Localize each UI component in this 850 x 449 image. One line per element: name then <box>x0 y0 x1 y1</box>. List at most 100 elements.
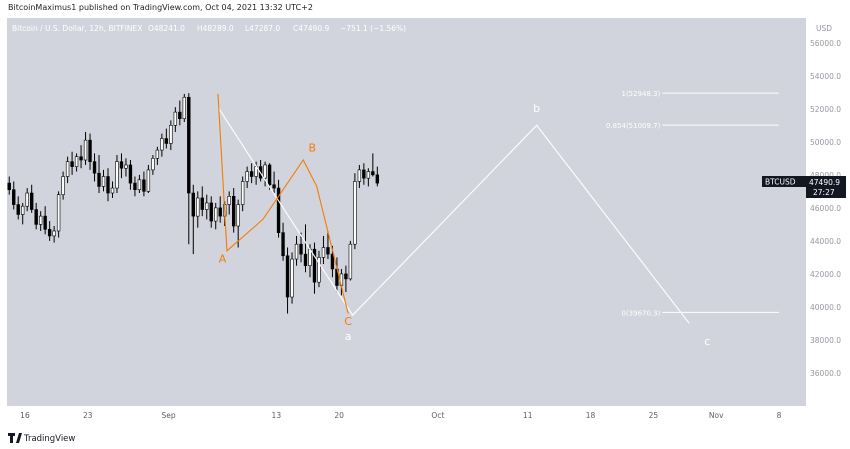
candle-down <box>344 273 348 280</box>
candle-up <box>151 158 155 171</box>
price-tick-label: 46000.0 <box>810 204 841 213</box>
candle-up <box>196 197 200 217</box>
price-tick-label: 38000.0 <box>810 336 841 345</box>
candle-up <box>294 243 299 260</box>
wave-label-B: B <box>308 142 316 155</box>
time-tick-label: 8 <box>777 411 782 420</box>
symbol-tag: BTCUSD <box>765 178 796 187</box>
candle-down <box>299 243 303 255</box>
legend-symbol: Bitcoin / U.S. Dollar, 12h, BITFINEX <box>12 24 142 33</box>
candle-up <box>56 194 61 232</box>
time-tick-label: 20 <box>334 411 344 420</box>
price-tag-bg <box>806 176 846 198</box>
candle-down <box>178 111 182 120</box>
candle-down <box>281 232 285 257</box>
candle-up <box>160 138 164 151</box>
axis-unit: USD <box>816 24 832 33</box>
candle-up <box>65 161 70 177</box>
candle-down <box>249 171 254 177</box>
candle-up <box>317 257 321 283</box>
candle-down <box>133 182 137 191</box>
candle-up <box>169 125 173 144</box>
candle-up <box>290 258 294 298</box>
orange-wave-line <box>217 93 349 314</box>
candle-up <box>348 243 353 280</box>
candle-down <box>200 197 204 210</box>
publish-header: BitcoinMaximus1 published on TradingView… <box>0 0 850 15</box>
price-tick-label: 52000.0 <box>810 105 841 114</box>
candles <box>7 93 380 314</box>
candle-up <box>74 156 79 167</box>
time-axis[interactable] <box>7 406 806 422</box>
candle-down <box>88 139 92 162</box>
candle-down <box>29 192 34 210</box>
candle-down <box>312 248 317 283</box>
wave-label-a: a <box>345 330 352 343</box>
candle-up <box>357 169 362 182</box>
candle-down <box>303 253 308 266</box>
time-tick-label: 16 <box>20 411 30 420</box>
price-tick-label: 54000.0 <box>810 72 841 81</box>
price-tick-label: 48000.0 <box>810 171 841 180</box>
wave-lines <box>217 93 690 324</box>
price-tick-label: 40000.0 <box>810 303 841 312</box>
candle-up <box>52 230 56 237</box>
candle-down <box>231 196 236 227</box>
candle-up <box>101 176 106 187</box>
candle-up <box>25 192 29 207</box>
fib-level-label: 0.854(51009.7) <box>606 122 661 130</box>
candle-down <box>92 161 97 174</box>
price-tick-label: 56000.0 <box>810 39 841 48</box>
candle-up <box>353 181 357 245</box>
candle-down <box>142 179 146 192</box>
candle-up <box>137 179 142 191</box>
candle-up <box>236 204 240 227</box>
legend-open: O48241.0 <box>148 24 185 33</box>
candle-down <box>276 187 281 233</box>
price-tick-label: 42000.0 <box>810 270 841 279</box>
candle-up <box>182 96 186 120</box>
wave-label-A: A <box>219 252 227 265</box>
candle-down <box>371 171 375 176</box>
candle-up <box>366 171 371 179</box>
candle-down <box>128 164 133 184</box>
price-tick-label: 44000.0 <box>810 237 841 246</box>
candle-down <box>34 209 38 225</box>
candle-down <box>43 215 47 230</box>
candle-down <box>326 247 330 255</box>
price-tick-label: 36000.0 <box>810 369 841 378</box>
tradingview-logo-icon <box>8 433 22 443</box>
wave-label-b: b <box>533 102 540 115</box>
wave-label-C: C <box>344 315 352 328</box>
candle-down <box>79 156 83 161</box>
price-axis[interactable] <box>806 18 850 406</box>
time-tick-label: Oct <box>431 411 444 420</box>
legend-close: C47490.9 <box>293 24 329 33</box>
fib-level-label: 0(39670.3) <box>621 309 660 317</box>
wave-label-c: c <box>704 335 710 348</box>
candle-down <box>272 184 276 189</box>
candle-up <box>146 169 151 192</box>
legend-change: −751.1 (−1.56%) <box>340 24 406 33</box>
wave-labels: A B Ca b c <box>219 102 711 348</box>
time-tick-label: 18 <box>586 411 596 420</box>
symbol-tag-bg <box>762 176 806 187</box>
candle-up <box>115 161 119 189</box>
candle-down <box>97 172 101 187</box>
candle-up <box>38 215 43 225</box>
time-tick-label: Sep <box>162 411 176 420</box>
candle-down <box>191 192 195 217</box>
time-tick-label: 13 <box>272 411 282 420</box>
time-tick-label: Nov <box>709 411 724 420</box>
candle-up <box>124 164 128 169</box>
candle-down <box>119 161 124 169</box>
time-tick-label: 11 <box>523 411 533 420</box>
candle-down <box>70 161 74 167</box>
tradingview-logo[interactable]: TradingView <box>8 433 75 444</box>
white-wave-line <box>217 106 690 324</box>
fib-levels: 1(52948.3) 0.854(51009.7) 0(39670.3) <box>606 90 780 317</box>
chart-plot-area[interactable] <box>7 18 806 406</box>
price-ticks: 36000.0 38000.0 40000.0 42000.0 44000.0 46000… <box>810 39 841 378</box>
candle-down <box>218 207 222 217</box>
